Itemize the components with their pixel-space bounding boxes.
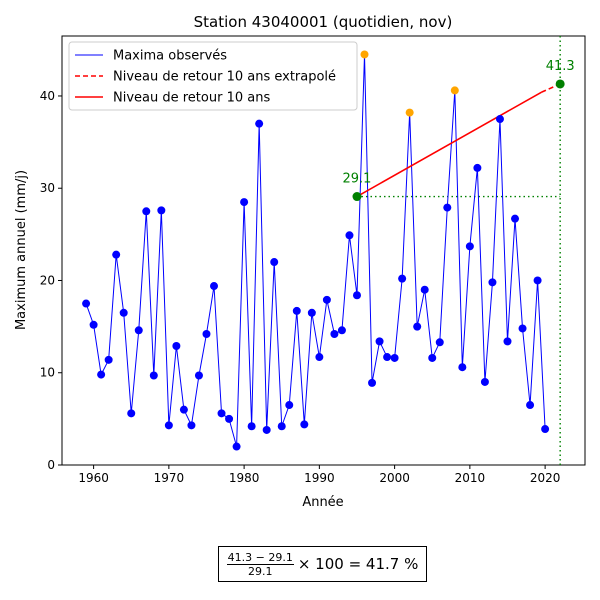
data-point [503, 337, 512, 346]
data-point [104, 355, 113, 364]
data-point [262, 425, 271, 434]
data-point [134, 326, 143, 335]
data-point [300, 420, 309, 429]
plot-frame [61, 35, 586, 466]
x-tick-label: 1960 [78, 471, 109, 485]
data-point [127, 409, 136, 418]
data-point [179, 405, 188, 414]
x-tick-label: 2020 [530, 471, 561, 485]
legend-label: Niveau de retour 10 ans [113, 91, 270, 106]
legend-box [68, 41, 358, 111]
y-tick-label: 40 [40, 89, 55, 103]
x-axis-label: Année [302, 495, 343, 510]
data-point [488, 278, 497, 287]
end-point-label: 41.3 [546, 59, 575, 74]
x-tick-label: 1990 [304, 471, 335, 485]
data-point [210, 282, 219, 291]
data-point [495, 115, 504, 124]
data-point [270, 258, 279, 267]
data-point [315, 353, 324, 362]
data-point [337, 326, 346, 335]
data-point [465, 242, 474, 251]
data-point [194, 371, 203, 380]
data-point [172, 341, 181, 350]
data-point [112, 250, 121, 259]
highlight-point [405, 108, 414, 117]
data-point [511, 214, 520, 223]
data-point [480, 377, 489, 386]
data-point [232, 442, 241, 451]
formula-fraction: 41.3 − 29.1 29.1 [226, 550, 294, 578]
x-tick-label: 1980 [229, 471, 260, 485]
data-point [255, 119, 264, 128]
data-point [435, 338, 444, 347]
legend-label: Niveau de retour 10 ans extrapolé [113, 70, 336, 85]
start-point [352, 192, 362, 202]
data-point [458, 363, 467, 372]
data-point [390, 353, 399, 362]
formula-result: × 100 = 41.7 % [297, 555, 419, 573]
data-point [225, 414, 234, 423]
data-point [541, 425, 550, 434]
data-point [518, 324, 527, 333]
data-point [119, 308, 128, 317]
y-axis-label: Maximum annuel (mm/j) [14, 170, 29, 330]
formula-numerator: 41.3 − 29.1 [226, 550, 294, 565]
x-tick-label: 1970 [154, 471, 185, 485]
data-point [149, 371, 158, 380]
data-point [345, 231, 354, 240]
data-point [428, 353, 437, 362]
data-point [285, 401, 294, 410]
y-tick-label: 20 [40, 273, 55, 287]
data-point [420, 285, 429, 294]
data-point [330, 329, 339, 338]
data-point [89, 320, 98, 329]
formula-denominator: 29.1 [247, 564, 273, 578]
data-point [473, 163, 482, 172]
data-point [383, 353, 392, 362]
data-point [533, 276, 542, 285]
data-point [164, 421, 173, 430]
y-tick-label: 30 [40, 181, 55, 195]
x-tick-label: 2000 [379, 471, 410, 485]
end-point [555, 79, 565, 89]
return-level-line [356, 91, 542, 198]
data-point [375, 337, 384, 346]
plot-area: 1960 1970 1980 1990 2000 2010 2020 0 10 20 30 40 29.… [40, 35, 586, 485]
formula-box: 41.3 − 29.1 29.1 × 100 = 41.7 % [218, 546, 427, 582]
y-tick-label: 10 [40, 366, 55, 380]
data-point [82, 299, 91, 308]
data-point [240, 198, 249, 207]
data-point [97, 370, 106, 379]
data-point [322, 295, 331, 304]
data-point [413, 322, 422, 331]
data-point [187, 421, 196, 430]
y-tick-label: 0 [47, 458, 55, 472]
data-point [526, 401, 535, 410]
data-point [352, 291, 361, 300]
data-point [307, 308, 316, 317]
data-point [217, 409, 226, 418]
highlight-point [450, 86, 459, 95]
highlight-point [360, 50, 369, 59]
start-point-label: 29.1 [343, 172, 372, 187]
data-point [443, 203, 452, 212]
chart-title: Station 43040001 (quotidien, nov) [194, 13, 453, 31]
data-point [202, 329, 211, 338]
data-point [277, 422, 286, 431]
data-point [398, 274, 407, 283]
data-point [247, 422, 256, 431]
series-line-maxima [85, 54, 546, 447]
data-point [142, 207, 151, 216]
legend: Maxima observés Niveau de retour 10 ans e… [68, 41, 358, 111]
data-point [368, 378, 377, 387]
data-point [157, 206, 166, 215]
legend-label: Maxima observés [113, 49, 227, 64]
data-point [292, 306, 301, 315]
x-tick-label: 2010 [455, 471, 486, 485]
